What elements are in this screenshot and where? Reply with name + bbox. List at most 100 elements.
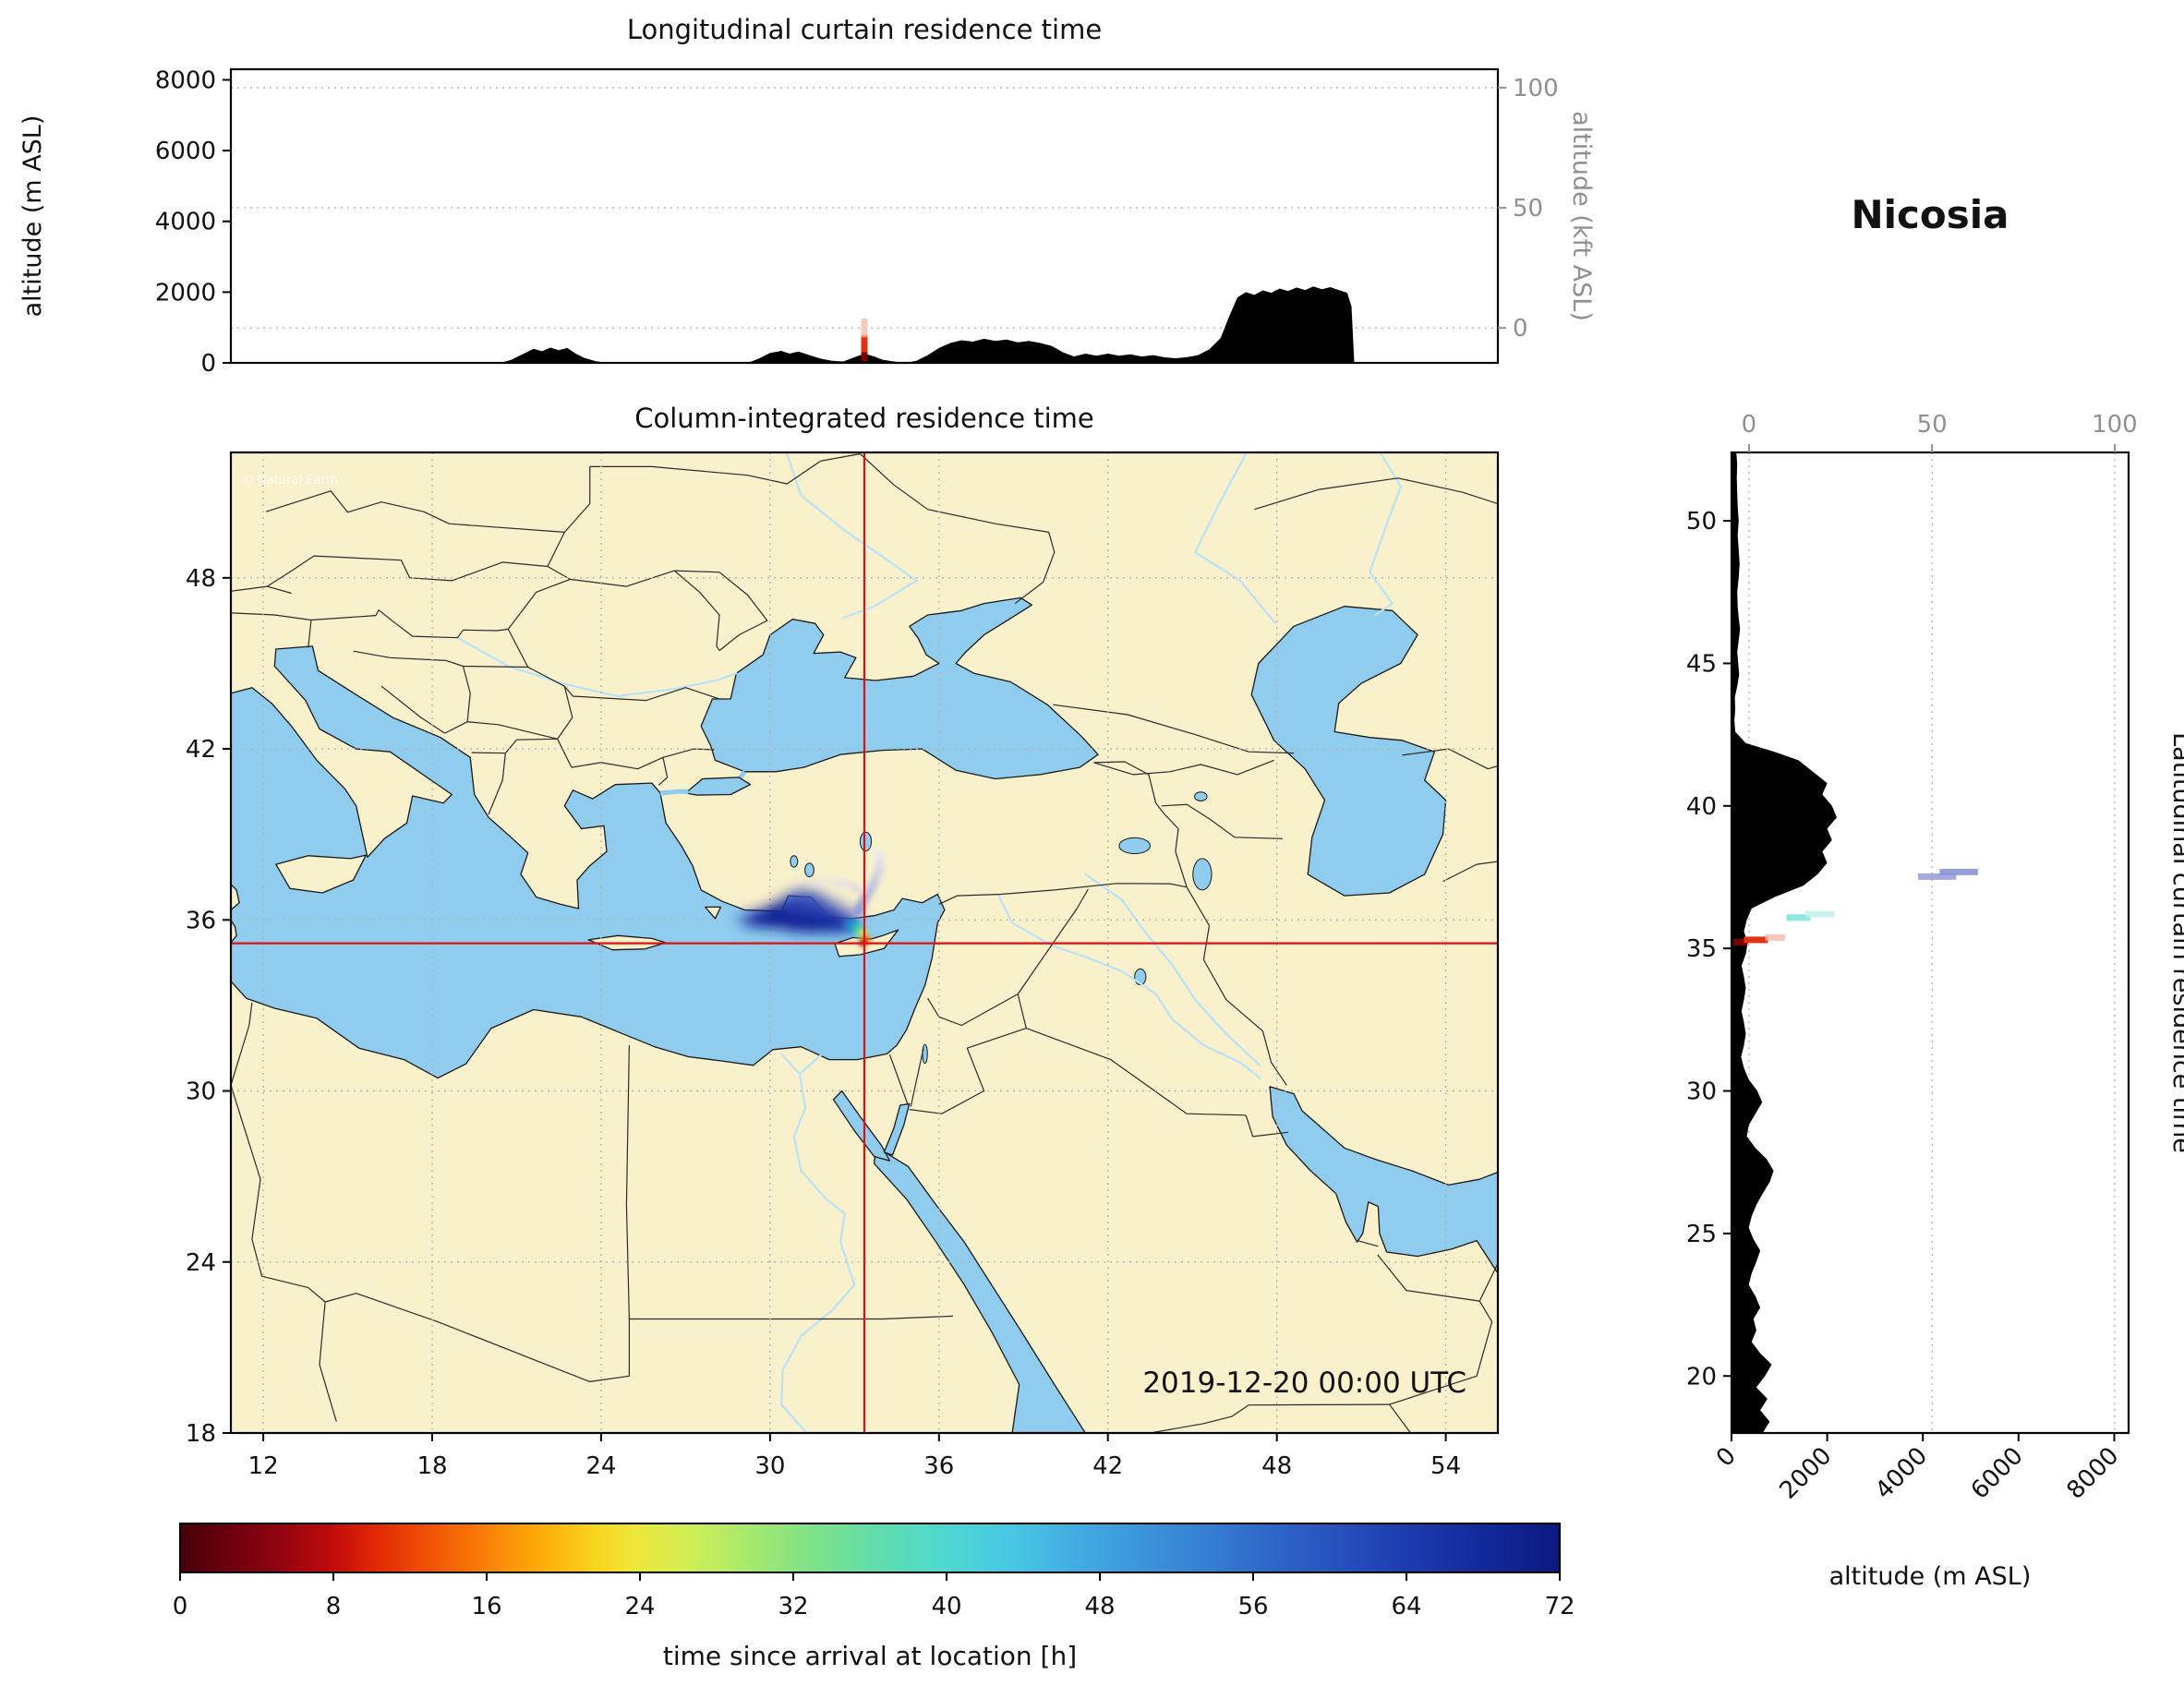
country-border [1442, 861, 1498, 883]
panel-frame [1730, 451, 2130, 1435]
river [1084, 873, 1261, 1066]
tick-label: 40 [1686, 793, 1717, 821]
country-border [1402, 748, 1498, 770]
country-border [662, 748, 715, 758]
tick-label: 50 [1513, 195, 1543, 223]
tick-label: 20 [1686, 1363, 1717, 1391]
tick-label: 18 [186, 1420, 216, 1448]
plume-curtain-mark [1733, 938, 1748, 945]
tick-label: 50 [1917, 411, 1948, 439]
country-border [313, 555, 411, 579]
tick-label: 0 [1742, 411, 1757, 439]
country-border [527, 666, 720, 702]
country-border [859, 453, 1056, 605]
country-border [507, 578, 571, 668]
panel-frame [229, 67, 1500, 365]
country-border [1161, 803, 1283, 839]
terrain-profile-longitudinal [231, 286, 1498, 363]
country-border [1389, 1403, 1411, 1433]
country-border [589, 452, 861, 485]
tick-label: 48 [186, 565, 216, 593]
lake [804, 862, 814, 878]
river [456, 636, 738, 698]
water-black-sea [700, 596, 1099, 780]
river [1193, 452, 1277, 625]
country-border [909, 994, 1027, 1114]
country-border [910, 1048, 924, 1107]
map-plot-area [231, 452, 1498, 1433]
water-gulf-of-aqaba [883, 1102, 911, 1156]
plume-curtain-mark [1918, 873, 1957, 880]
plume-column-mark [861, 319, 868, 338]
top-left-axis-label: altitude (m ASL) [18, 115, 47, 318]
terrain-profile-latitudinal [1732, 452, 1837, 1433]
tick-label: 8 [326, 1593, 342, 1620]
tick-label: 24 [186, 1249, 216, 1277]
plume-point [746, 910, 754, 919]
plume-point [827, 918, 842, 933]
tick-label: 72 [1544, 1593, 1575, 1620]
country-border [1026, 1028, 1247, 1116]
latitudinal-plot-area [1732, 452, 2116, 1433]
tick-label: 40 [931, 1593, 961, 1620]
right-panel-xlabel: altitude (m ASL) [1829, 1562, 2032, 1591]
country-border [557, 739, 573, 768]
river [996, 893, 1261, 1079]
tick-label: 32 [778, 1593, 808, 1620]
tick-label: 36 [186, 907, 216, 934]
country-border [1093, 759, 1274, 776]
country-border [380, 685, 446, 734]
country-border [1093, 761, 1165, 814]
plume-point [807, 882, 815, 890]
map-title: Column-integrated residence time [634, 403, 1094, 434]
plume-curtain-mark [1765, 933, 1786, 941]
site-title: Nicosia [1851, 192, 2009, 237]
right-panel-side-label: Latitudinal curtain residence time [2167, 732, 2184, 1153]
tick-label: 64 [1391, 1593, 1421, 1620]
strait [659, 789, 689, 796]
map-attribution: © Natural Earth [242, 474, 338, 488]
country-border [231, 1085, 308, 1289]
lake [1118, 837, 1151, 855]
water-marmara-sea [684, 777, 752, 796]
water-red-sea [874, 1146, 1086, 1433]
tick-label: 24 [624, 1593, 655, 1620]
tick-label: 18 [416, 1452, 447, 1480]
plume-curtain-mark [1744, 936, 1768, 944]
tick-label: 30 [1686, 1078, 1717, 1106]
tick-label: 0 [1513, 315, 1528, 343]
country-border [392, 620, 509, 639]
country-border [673, 570, 720, 651]
colorbar: 0 8 16 24 32 40 48 56 64 72 [173, 1523, 1575, 1620]
lake [859, 831, 873, 852]
longitudinal-plot-area [231, 87, 1498, 363]
river [779, 1072, 856, 1433]
country-border [571, 756, 669, 786]
water-persian-gulf [1269, 1086, 1498, 1274]
river [1369, 452, 1403, 617]
plume-point [842, 879, 852, 889]
water-caspian-sea [1250, 606, 1447, 897]
country-border [1053, 704, 1295, 754]
tick-label: 4000 [155, 209, 216, 236]
top-right-axis-label: altitude (kft ASL) [1567, 111, 1596, 321]
colorbar-label: time since arrival at location [h] [663, 1641, 1077, 1671]
country-border [1150, 1403, 1390, 1433]
country-border [1245, 1114, 1288, 1138]
country-border [231, 609, 393, 622]
plume-point [814, 878, 825, 888]
country-border [888, 1054, 909, 1106]
country-border [938, 883, 1188, 905]
plume-core [807, 845, 886, 946]
plume-column-mark [861, 335, 868, 353]
lake [1194, 791, 1208, 801]
plume-curtain-mark [1939, 868, 1978, 875]
tick-label: 30 [754, 1452, 785, 1480]
tick-label: 42 [1092, 1452, 1123, 1480]
tick-label: 54 [1430, 1452, 1461, 1480]
country-border [927, 994, 1019, 1027]
top-panel-title: Longitudinal curtain residence time [627, 14, 1102, 45]
plume-point [736, 914, 744, 922]
tick-label: 12 [248, 1452, 279, 1480]
